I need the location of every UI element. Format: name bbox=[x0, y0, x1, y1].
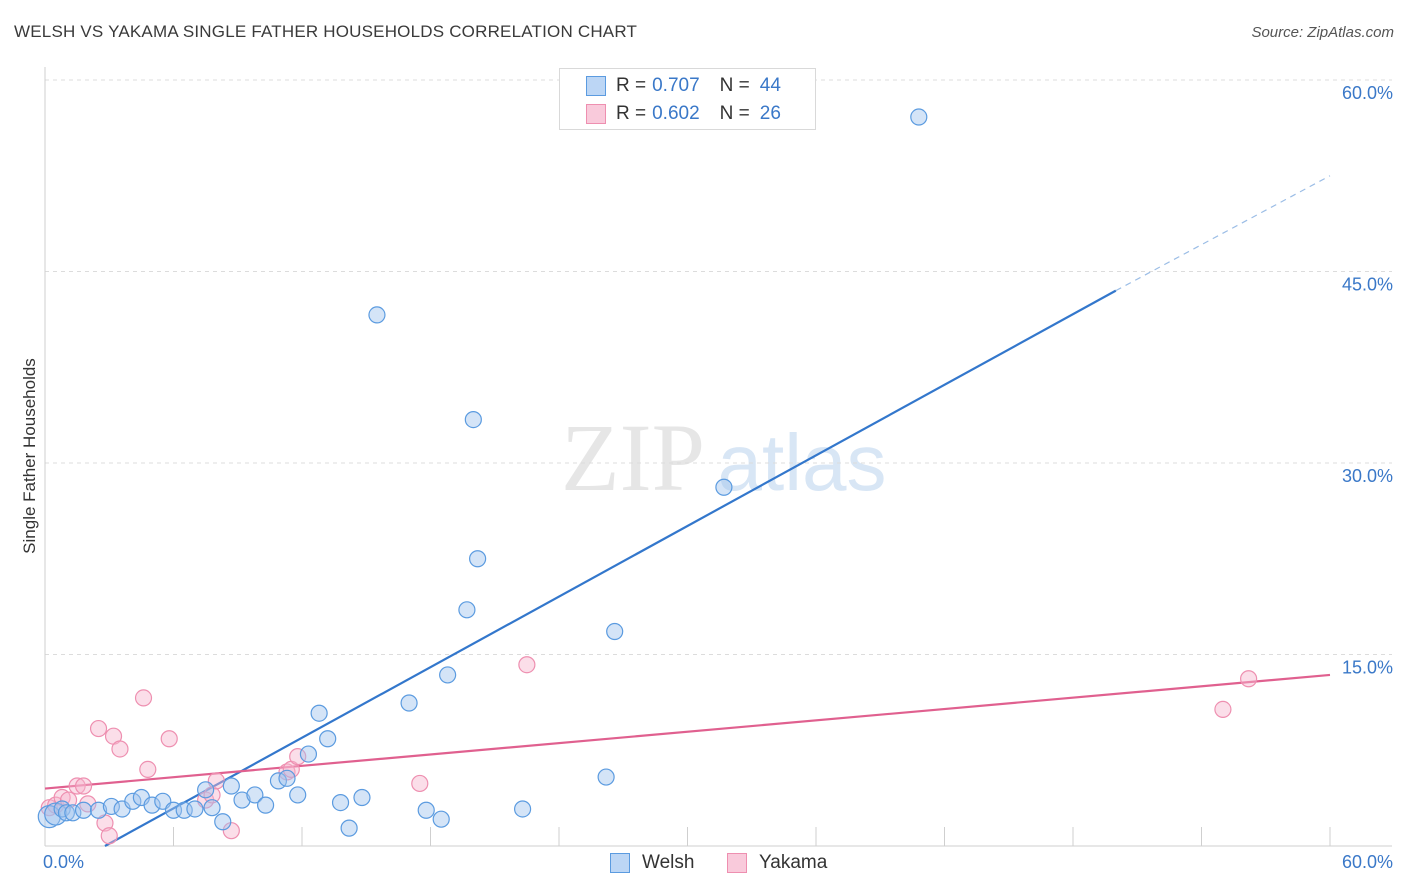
bottom-welsh-swatch bbox=[610, 853, 630, 873]
welsh-n-label: N = bbox=[719, 75, 750, 96]
correlation-legend: R = 0.707 N = 44 R = 0.602 N = 26 bbox=[559, 68, 816, 130]
tick-labels: 15.0% 30.0% 45.0% 60.0% 0.0% 60.0% bbox=[43, 83, 1393, 872]
welsh-point-20 bbox=[233, 791, 251, 809]
welsh-point-15 bbox=[186, 800, 204, 818]
welsh-point-22 bbox=[256, 796, 275, 814]
y-tick-label-45: 45.0% bbox=[1342, 275, 1393, 295]
welsh-point-32 bbox=[368, 306, 386, 324]
yakama-point-4 bbox=[68, 777, 86, 795]
y-tick-label-30: 30.0% bbox=[1342, 466, 1393, 486]
welsh-point-4 bbox=[64, 804, 82, 822]
welsh-point-11 bbox=[143, 796, 161, 814]
yakama-r-value: 0.602 bbox=[652, 103, 700, 124]
yakama-point-3 bbox=[59, 791, 78, 809]
trend-lines bbox=[44, 175, 1331, 847]
bottom-yakama-label: Yakama bbox=[759, 852, 828, 873]
welsh-r-value: 0.707 bbox=[652, 75, 700, 96]
welsh-point-35 bbox=[432, 810, 450, 828]
welsh-point-37 bbox=[458, 601, 476, 619]
welsh-n-value: 44 bbox=[759, 75, 781, 96]
yakama-point-5 bbox=[74, 777, 93, 795]
yakama-swatch bbox=[586, 104, 606, 124]
welsh-r-label: R = bbox=[616, 75, 647, 96]
chart-title: WELSH VS YAKAMA SINGLE FATHER HOUSEHOLDS… bbox=[14, 22, 638, 41]
yakama-point-25 bbox=[1240, 670, 1258, 688]
welsh-point-44 bbox=[910, 108, 928, 126]
source-label: Source: ZipAtlas.com bbox=[1251, 24, 1394, 41]
legend-row-yakama: R = 0.602 N = 26 bbox=[586, 101, 781, 127]
welsh-point-25 bbox=[289, 786, 307, 804]
welsh-point-42 bbox=[606, 622, 624, 641]
bottom-yakama-swatch bbox=[727, 853, 747, 873]
watermark-zip: ZIP bbox=[561, 404, 705, 511]
welsh-point-6 bbox=[89, 801, 108, 819]
welsh-point-41 bbox=[597, 768, 615, 786]
welsh-point-29 bbox=[331, 793, 350, 812]
yakama-point-12 bbox=[134, 689, 153, 707]
axes bbox=[44, 67, 1392, 847]
welsh-point-17 bbox=[203, 799, 221, 817]
welsh-trend-extension bbox=[1115, 175, 1331, 292]
welsh-point-16 bbox=[197, 781, 215, 799]
x-tick-label-max: 60.0% bbox=[1342, 852, 1393, 872]
data-points bbox=[37, 108, 1258, 845]
welsh-trend-line bbox=[104, 289, 1117, 847]
grid bbox=[45, 79, 1392, 655]
bottom-welsh-label: Welsh bbox=[642, 852, 695, 873]
welsh-point-27 bbox=[310, 704, 328, 722]
yakama-n-label: N = bbox=[719, 103, 750, 124]
welsh-point-38 bbox=[464, 410, 482, 429]
welsh-point-31 bbox=[353, 788, 371, 807]
welsh-point-9 bbox=[124, 792, 142, 810]
yakama-point-14 bbox=[160, 730, 178, 748]
welsh-point-43 bbox=[715, 478, 733, 496]
yakama-point-23 bbox=[518, 656, 536, 674]
y-tick-label-60: 60.0% bbox=[1342, 83, 1393, 103]
welsh-point-28 bbox=[319, 730, 337, 748]
welsh-point-7 bbox=[102, 797, 120, 816]
welsh-point-5 bbox=[74, 801, 93, 819]
welsh-point-3 bbox=[57, 804, 76, 822]
welsh-point-21 bbox=[246, 786, 264, 804]
welsh-point-34 bbox=[417, 801, 435, 819]
welsh-point-18 bbox=[214, 813, 232, 831]
yakama-point-7 bbox=[89, 719, 108, 738]
yakama-trend-line bbox=[44, 673, 1331, 790]
welsh-point-19 bbox=[222, 777, 240, 795]
yakama-point-22 bbox=[411, 774, 429, 793]
legend-row-welsh: R = 0.707 N = 44 bbox=[586, 73, 781, 99]
welsh-point-26 bbox=[299, 745, 318, 763]
yakama-point-24 bbox=[1214, 700, 1232, 718]
yakama-point-18 bbox=[222, 822, 240, 840]
welsh-point-39 bbox=[469, 550, 487, 568]
welsh-swatch bbox=[586, 76, 606, 96]
y-tick-label-15: 15.0% bbox=[1342, 658, 1393, 678]
yakama-point-9 bbox=[100, 827, 118, 845]
yakama-point-11 bbox=[111, 740, 129, 758]
yakama-r-label: R = bbox=[616, 103, 647, 124]
bottom-legend-yakama: Yakama bbox=[727, 852, 827, 874]
welsh-point-36 bbox=[439, 666, 457, 684]
welsh-point-33 bbox=[400, 694, 418, 712]
welsh-point-30 bbox=[340, 819, 358, 837]
bottom-legend-welsh: Welsh bbox=[610, 852, 694, 874]
welsh-point-24 bbox=[278, 769, 296, 787]
welsh-point-40 bbox=[513, 800, 532, 818]
x-tick-label-min: 0.0% bbox=[43, 852, 84, 872]
yakama-point-13 bbox=[139, 760, 157, 779]
yakama-point-21 bbox=[289, 748, 307, 766]
yakama-n-value: 26 bbox=[759, 103, 781, 124]
